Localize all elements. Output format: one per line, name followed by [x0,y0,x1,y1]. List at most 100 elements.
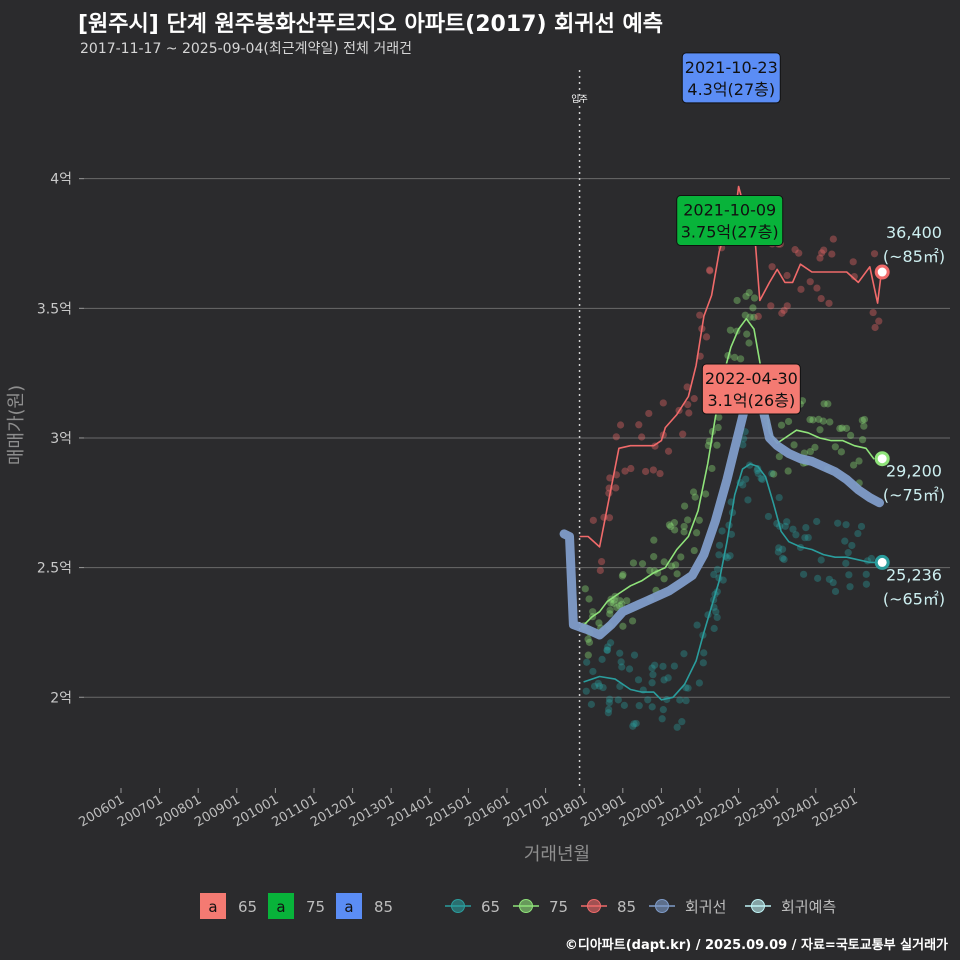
scatter-point-65 [842,559,850,567]
scatter-point-75 [695,516,703,524]
series-lines [559,185,890,701]
scatter-point-65 [768,469,776,478]
scatter-point-65 [775,493,783,502]
scatter-point-85 [806,278,814,286]
scatter-point-75 [618,600,626,608]
scatter-point-65 [764,512,773,521]
scatter-point-65 [660,676,668,684]
scatter-point-65 [603,646,611,654]
scatter-point-65 [715,551,723,559]
scatter-point-85 [817,294,825,303]
scatter-point-85 [820,246,828,254]
scatter-point-75 [733,296,741,305]
scatter-point-75 [831,443,839,451]
legend-label: 회귀선 [685,898,726,916]
scatter-point-85 [829,235,837,243]
scatter-point-65 [676,696,684,704]
scatter-point-65 [710,570,718,579]
scatter-point-65 [658,715,666,723]
scatter-point-65 [779,554,787,562]
annotation-date: 2021-10-09 [683,201,776,220]
scatter-point-75 [726,326,735,334]
scatter-point-85 [612,484,620,492]
scatter-point-65 [680,650,688,658]
scatter-point-85 [869,308,877,317]
scatter-point-65 [606,695,614,703]
scatter-point-65 [744,496,752,504]
scatter-point-65 [630,720,638,728]
scatter-point-75 [667,562,676,570]
scatter-point-65 [603,646,611,654]
scatter-point-85 [605,514,614,522]
scatter-point-75 [680,522,688,531]
scatter-point-85 [597,557,606,566]
scatter-point-75 [660,558,668,566]
scatter-point-75 [806,416,814,424]
scatter-point-65 [594,679,602,687]
scatter-point-85 [649,466,657,474]
scatter-point-85 [754,312,762,320]
scatter-point-75 [859,436,867,444]
scatter-point-75 [745,288,753,297]
scatter-point-75 [743,330,751,338]
scatter-point-75 [613,603,621,612]
scatter-point-65 [713,565,722,573]
scatter-point-85 [596,566,604,575]
scatter-point-65 [817,556,825,564]
chart-subtitle: 2017-11-17 ~ 2025-09-04(최근계약일) 전체 거래건 [80,41,412,57]
scatter-point-75 [742,292,750,300]
axes: 2억2.5억3억3.5억4억20060120070120080120090120… [6,172,860,865]
scatter-point-75 [713,441,721,449]
scatter-point-65 [651,661,659,669]
scatter-point-75 [838,424,846,432]
scatter-point-85 [684,401,692,409]
scatter-point-75 [660,575,668,583]
scatter-point-65 [742,475,750,483]
legend-swatch [268,893,294,919]
scatter-point-75 [616,597,624,605]
scatter-point-75 [745,339,753,347]
scatter-point-75 [665,521,674,529]
scatter-point-75 [646,567,654,575]
scatter-point-75 [836,424,844,433]
scatter-point-65 [804,533,812,542]
legend[interactable]: a 65 a 75 a 85 65 75 85 회귀선 회귀예측 [200,893,836,919]
scatter-point-85 [683,383,691,391]
scatter-point-75 [775,452,783,461]
scatter-point-75 [837,448,845,456]
scatter-point-75 [749,304,757,312]
scatter-point-75 [650,536,658,544]
scatter-point-85 [791,246,799,254]
scatter-point-85 [767,302,775,310]
scatter-point-75 [824,400,832,408]
scatter-point-65 [670,662,678,670]
scatter-point-85 [696,311,704,319]
scatter-point-65 [614,696,622,704]
scatter-point-75 [750,294,759,302]
scatter-point-65 [616,649,624,657]
scatter-point-75 [708,464,716,473]
scatter-point-75 [606,610,614,618]
scatter-point-65 [659,706,667,714]
scatter-point-65 [587,700,596,708]
annotation-price: 3.75억(27층) [681,223,779,242]
legend-swatch [200,893,226,919]
scatter-point-75 [681,502,689,510]
scatter-point-85 [679,430,687,438]
scatter-point-75 [714,423,722,432]
scatter-point-65 [648,679,656,687]
scatter-point-65 [775,544,783,552]
annotation-box [681,52,781,104]
legend-label: 85 [374,898,393,916]
scatter-point-65 [673,723,681,731]
scatter-point-75 [584,651,592,659]
scatter-point-75 [650,553,658,561]
scatter-point-75 [731,353,739,361]
scatter-point-75 [860,422,868,430]
scatter-point-65 [831,587,840,596]
scatter-point-85 [616,421,625,429]
scatter-point-85 [795,249,803,257]
scatter-point-65 [648,703,656,711]
legend-marker [451,899,465,913]
scatter-point-75 [680,528,688,536]
